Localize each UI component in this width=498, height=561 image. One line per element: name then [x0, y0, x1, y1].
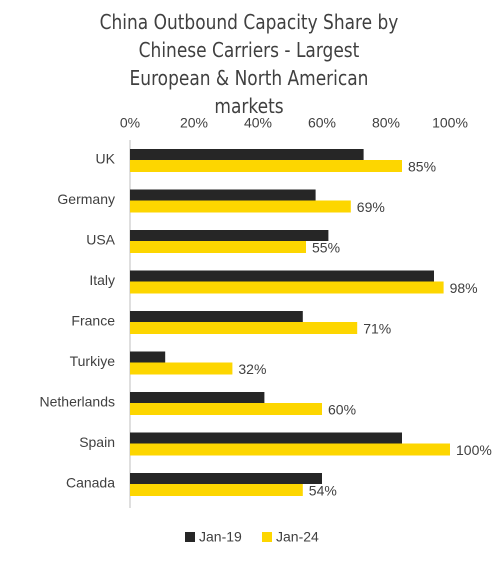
x-tick-label: 100% — [432, 115, 468, 131]
bar — [130, 200, 351, 213]
value-label: 100% — [456, 442, 492, 458]
x-tick-label: 60% — [308, 115, 336, 131]
x-tick-label: 0% — [120, 115, 140, 131]
value-label: 71% — [363, 321, 391, 337]
legend-swatch — [185, 532, 195, 542]
category-label: UK — [96, 151, 116, 167]
category-label: Netherlands — [40, 394, 116, 410]
value-label: 60% — [328, 402, 356, 418]
value-label: 98% — [450, 280, 478, 296]
category-label: Turkiye — [70, 353, 116, 369]
x-tick-label: 20% — [180, 115, 208, 131]
bar — [130, 189, 316, 201]
category-label: Italy — [89, 272, 115, 288]
value-label: 85% — [408, 159, 436, 175]
bar — [130, 392, 265, 403]
value-label: 54% — [309, 483, 337, 499]
category-label: Canada — [66, 475, 115, 491]
chart-title: China Outbound Capacity Share by Chinese… — [99, 10, 399, 118]
bar — [130, 160, 402, 172]
value-label: 32% — [238, 361, 266, 377]
value-label: 55% — [312, 240, 340, 256]
bar — [130, 149, 364, 160]
bar — [130, 473, 322, 484]
bar — [130, 270, 434, 282]
category-label: Spain — [79, 434, 115, 450]
bar — [130, 281, 444, 294]
category-label: Germany — [57, 191, 115, 207]
bar — [130, 403, 322, 415]
bar — [130, 230, 329, 241]
bar — [130, 484, 303, 496]
category-label: USA — [86, 232, 115, 248]
x-tick-label: 80% — [372, 115, 400, 131]
x-tick-label: 40% — [244, 115, 272, 131]
legend-label: Jan-24 — [276, 529, 319, 545]
bar — [130, 351, 166, 363]
bar — [130, 432, 402, 444]
legend-label: Jan-19 — [199, 529, 242, 545]
bar — [130, 311, 303, 322]
value-label: 69% — [357, 199, 385, 215]
legend-swatch — [262, 532, 272, 542]
bar — [130, 362, 233, 375]
bar — [130, 322, 358, 334]
category-label: France — [71, 313, 115, 329]
bar — [130, 443, 450, 456]
bar — [130, 241, 306, 253]
